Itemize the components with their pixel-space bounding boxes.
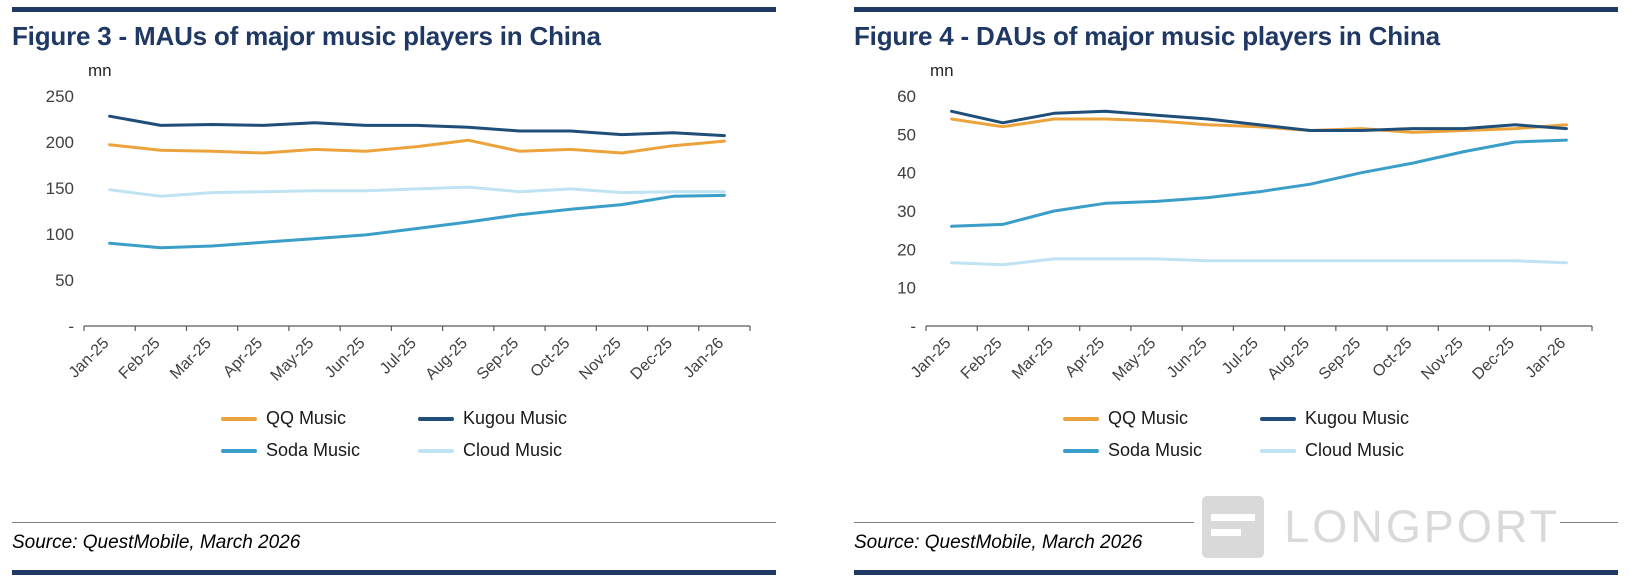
legend-label-kugou-music: Kugou Music — [462, 408, 568, 428]
x-axis-tick-label: Mar-25 — [167, 335, 215, 383]
figure-3-bottom-rule — [12, 570, 776, 575]
y-axis-tick-label: 250 — [46, 87, 74, 106]
legend-item-kugou-music: Kugou Music — [417, 408, 568, 429]
x-axis-tick-label: Dec-25 — [627, 335, 676, 384]
x-axis-tick-label: Aug-25 — [423, 335, 472, 384]
x-axis-tick-label: Mar-25 — [1009, 335, 1057, 383]
figure-4-title: Figure 4 - DAUs of major music players i… — [854, 21, 1440, 51]
legend-swatch-cloud-music — [1259, 448, 1296, 453]
x-axis-tick-label: Nov-25 — [1418, 335, 1467, 384]
logo-bar — [1211, 529, 1242, 536]
series-line-kugou-music — [108, 114, 726, 138]
x-axis-tick-label: Jan-26 — [681, 335, 728, 382]
legend-swatch-qq-music — [220, 416, 257, 421]
x-axis-tick-label: Jun-25 — [1164, 335, 1211, 382]
figure-3-title: Figure 3 - MAUs of major music players i… — [12, 21, 601, 51]
y-axis-tick-label: 50 — [897, 125, 916, 144]
x-axis-tick-label: Sep-25 — [474, 335, 523, 384]
x-axis-tick-label: Feb-25 — [116, 335, 164, 383]
x-axis-tick-label: Feb-25 — [958, 335, 1006, 383]
figure-3-line-chart: mn - 50 100 150 200 250 Jan-25 Feb-25 Mar-25 Apr-2… — [46, 61, 751, 385]
x-axis-tick-label: May-25 — [1110, 335, 1160, 385]
legend-swatch-soda-music — [1062, 448, 1099, 453]
series-line-kugou-music — [950, 109, 1568, 132]
figure-4-top-rule — [854, 7, 1618, 12]
x-axis-tick-label: Apr-25 — [220, 335, 266, 381]
legend-item-cloud-music: Cloud Music — [1259, 440, 1409, 461]
x-axis-tick-label: Jul-25 — [377, 335, 420, 378]
y-axis-tick-label: 30 — [897, 202, 916, 221]
legend-item-kugou-music: Kugou Music — [1259, 408, 1410, 429]
longport-watermark-text: LONGPORT — [1284, 501, 1560, 552]
x-axis-tick-label: Apr-25 — [1062, 335, 1108, 381]
legend-label-soda-music: Soda Music — [265, 440, 360, 460]
figure-3-chart-area: mn - 50 100 150 200 250 Jan-25 Feb-25 Mar-25 Apr-2… — [18, 54, 776, 406]
y-axis-tick-label: - — [68, 317, 74, 336]
y-axis-tick-label: 60 — [897, 87, 916, 106]
y-axis-unit-label: mn — [88, 61, 112, 80]
y-axis-tick-label: 200 — [46, 133, 74, 152]
x-axis-tick-label: May-25 — [268, 335, 318, 385]
legend-item-qq-music: QQ Music — [220, 408, 360, 429]
y-axis-tick-label: 100 — [46, 225, 74, 244]
figure-3-panel: Figure 3 - MAUs of major music players i… — [12, 0, 776, 580]
figure-3-top-rule — [12, 7, 776, 12]
y-axis-tick-label: 150 — [46, 179, 74, 198]
legend-swatch-qq-music — [1062, 416, 1099, 421]
figure-3-legend: QQ Music Kugou Music Soda Music Cloud Music — [12, 408, 776, 461]
y-axis-tick-label: - — [910, 317, 916, 336]
x-axis-tick-label: Jan-25 — [908, 335, 955, 382]
x-axis-tick-label: Jun-25 — [322, 335, 369, 382]
legend-label-kugou-music: Kugou Music — [1304, 408, 1410, 428]
longport-logo-icon — [1202, 496, 1265, 558]
figure-4-panel: Figure 4 - DAUs of major music players i… — [854, 0, 1618, 580]
x-axis-tick-label: Dec-25 — [1469, 335, 1518, 384]
y-axis-tick-label: 20 — [897, 240, 916, 259]
series-line-qq-music — [108, 138, 726, 155]
legend-label-cloud-music: Cloud Music — [1304, 440, 1405, 460]
y-axis-tick-label: 40 — [897, 164, 916, 183]
series-line-soda-music — [950, 138, 1568, 228]
longport-watermark: LONGPORT — [1194, 496, 1560, 558]
legend-item-qq-music: QQ Music — [1062, 408, 1202, 429]
x-axis-tick-label: Oct-25 — [1370, 335, 1416, 381]
y-axis-tick-label: 50 — [55, 271, 74, 290]
legend-label-qq-music: QQ Music — [1107, 408, 1188, 428]
figure-3-source-block: Source: QuestMobile, March 2026 — [12, 522, 776, 554]
legend-item-cloud-music: Cloud Music — [417, 440, 567, 461]
legend-swatch-soda-music — [220, 448, 257, 453]
legend-item-soda-music: Soda Music — [1062, 440, 1202, 461]
figure-4-bottom-rule — [854, 570, 1618, 575]
x-axis-tick-label: Oct-25 — [528, 335, 574, 381]
logo-bar — [1211, 514, 1256, 521]
series-line-qq-music — [950, 117, 1568, 134]
x-axis-tick-label: Jan-25 — [66, 335, 113, 382]
series-line-soda-music — [108, 193, 726, 250]
y-axis-tick-label: 10 — [897, 279, 916, 298]
series-line-cloud-music — [108, 185, 726, 198]
y-axis-unit-label: mn — [930, 61, 954, 80]
x-axis-tick-label: Jan-26 — [1523, 335, 1570, 382]
legend-label-soda-music: Soda Music — [1107, 440, 1202, 460]
legend-label-cloud-music: Cloud Music — [462, 440, 563, 460]
series-line-cloud-music — [950, 257, 1568, 267]
legend-swatch-kugou-music — [1259, 416, 1296, 421]
figure-4-chart-area: mn - 10 20 30 40 50 60 Jan-25 Feb-25 Mar-25 Apr-25 M… — [860, 54, 1618, 406]
legend-item-soda-music: Soda Music — [220, 440, 360, 461]
x-axis-tick-label: Aug-25 — [1265, 335, 1314, 384]
figure-3-source: Source: QuestMobile, March 2026 — [12, 532, 301, 553]
figure-4-source: Source: QuestMobile, March 2026 — [854, 532, 1143, 553]
x-axis-tick-label: Jul-25 — [1219, 335, 1262, 378]
legend-swatch-cloud-music — [417, 448, 454, 453]
figure-4-legend: QQ Music Kugou Music Soda Music Cloud Music — [854, 408, 1618, 461]
legend-swatch-kugou-music — [417, 416, 454, 421]
figure-4-line-chart: mn - 10 20 30 40 50 60 Jan-25 Feb-25 Mar-25 Apr-25 M… — [897, 61, 1593, 385]
x-axis-tick-label: Nov-25 — [576, 335, 625, 384]
legend-label-qq-music: QQ Music — [265, 408, 346, 428]
x-axis-tick-label: Sep-25 — [1316, 335, 1365, 384]
